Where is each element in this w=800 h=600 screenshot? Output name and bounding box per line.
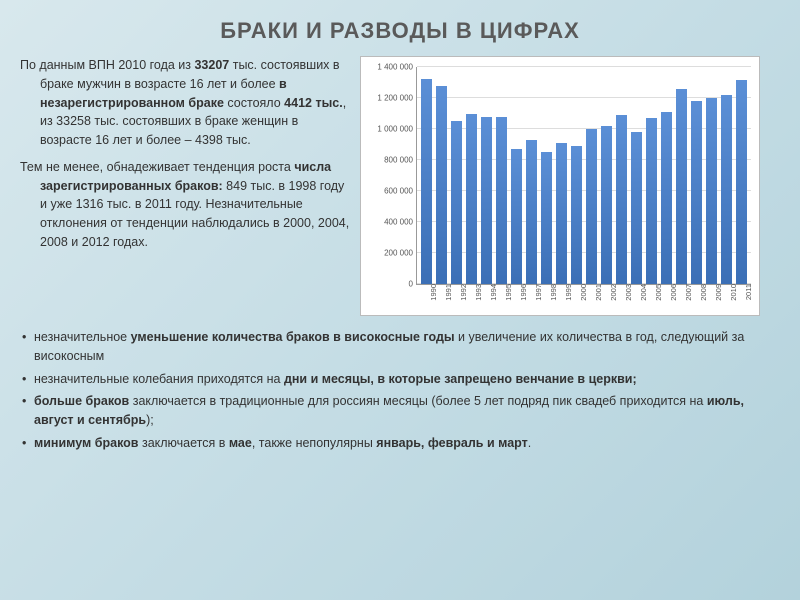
chart-bars: 1990 1991 1992 1993 1994 1995 1996 1997 1998 1999… (417, 67, 751, 284)
chart-x-label: 1994 (487, 284, 498, 301)
chart-bar: 1994 (481, 117, 492, 284)
bullet-3: больше браков заключается в традиционные… (20, 392, 772, 430)
chart-bar: 2008 (691, 101, 702, 284)
bullet-2: незначительные колебания приходятся на д… (20, 370, 772, 389)
chart-y-label: 1 000 000 (377, 125, 417, 134)
chart-x-label: 1997 (532, 284, 543, 301)
page-title: БРАКИ И РАЗВОДЫ В ЦИФРАХ (0, 0, 800, 56)
chart-bar: 2005 (646, 118, 657, 284)
bullet-4: минимум браков заключается в мае, также … (20, 434, 772, 453)
chart-x-label: 1991 (442, 284, 453, 301)
chart-x-label: 1998 (547, 284, 558, 301)
intro-text: По данным ВПН 2010 года из 33207 тыс. со… (20, 56, 350, 316)
top-section: По данным ВПН 2010 года из 33207 тыс. со… (0, 56, 800, 316)
bar-chart: 0 200 000 400 000 600 000 800 000 1 000 000 1 … (360, 56, 760, 316)
chart-bar: 1997 (526, 140, 537, 284)
chart-x-label: 1993 (472, 284, 483, 301)
chart-y-label: 1 400 000 (377, 63, 417, 72)
chart-bar: 2010 (721, 95, 732, 284)
chart-x-label: 1995 (502, 284, 513, 301)
chart-bar: 2002 (601, 126, 612, 284)
chart-x-label: 1992 (457, 284, 468, 301)
chart-bar: 2000 (571, 146, 582, 284)
chart-y-label: 0 (409, 280, 417, 289)
chart-bar: 1996 (511, 149, 522, 284)
chart-x-label: 1999 (562, 284, 573, 301)
chart-x-label: 2000 (577, 284, 588, 301)
chart-x-label: 2001 (592, 284, 603, 301)
chart-x-label: 2007 (682, 284, 693, 301)
chart-bar: 1998 (541, 152, 552, 284)
chart-bar: 2001 (586, 129, 597, 284)
chart-plot-area: 0200 000400 000600 000800 0001 000 0001 … (416, 67, 751, 285)
chart-bar: 1999 (556, 143, 567, 284)
chart-bar: 1992 (451, 121, 462, 284)
chart-bar: 2006 (661, 112, 672, 284)
chart-x-label: 2008 (697, 284, 708, 301)
chart-y-label: 400 000 (384, 218, 417, 227)
chart-y-label: 800 000 (384, 156, 417, 165)
chart-bar: 2007 (676, 89, 687, 284)
chart-bar: 2004 (631, 132, 642, 284)
chart-bar: 1990 (421, 79, 432, 284)
chart-bar: 2003 (616, 115, 627, 284)
chart-x-label: 2005 (652, 284, 663, 301)
chart-y-label: 200 000 (384, 249, 417, 258)
chart-x-label: 1996 (517, 284, 528, 301)
chart-x-label: 2011 (742, 284, 753, 300)
bullet-list: незначительное уменьшение количества бра… (0, 316, 800, 453)
paragraph-2: Тем не менее, обнадеживает тенденция рос… (20, 158, 350, 252)
chart-bar: 1995 (496, 117, 507, 284)
chart-bar: 1991 (436, 86, 447, 284)
chart-x-label: 2006 (667, 284, 678, 301)
chart-y-label: 600 000 (384, 187, 417, 196)
paragraph-1: По данным ВПН 2010 года из 33207 тыс. со… (20, 56, 350, 150)
chart-y-label: 1 200 000 (377, 94, 417, 103)
chart-x-label: 1990 (427, 284, 438, 301)
chart-x-label: 2010 (727, 284, 738, 301)
chart-x-label: 2004 (637, 284, 648, 301)
bullet-1: незначительное уменьшение количества бра… (20, 328, 772, 366)
chart-x-label: 2003 (622, 284, 633, 301)
chart-bar: 1993 (466, 114, 477, 285)
chart-x-label: 2009 (712, 284, 723, 301)
chart-x-label: 2002 (607, 284, 618, 301)
chart-bar: 2011 (736, 80, 747, 284)
chart-bar: 2009 (706, 98, 717, 284)
